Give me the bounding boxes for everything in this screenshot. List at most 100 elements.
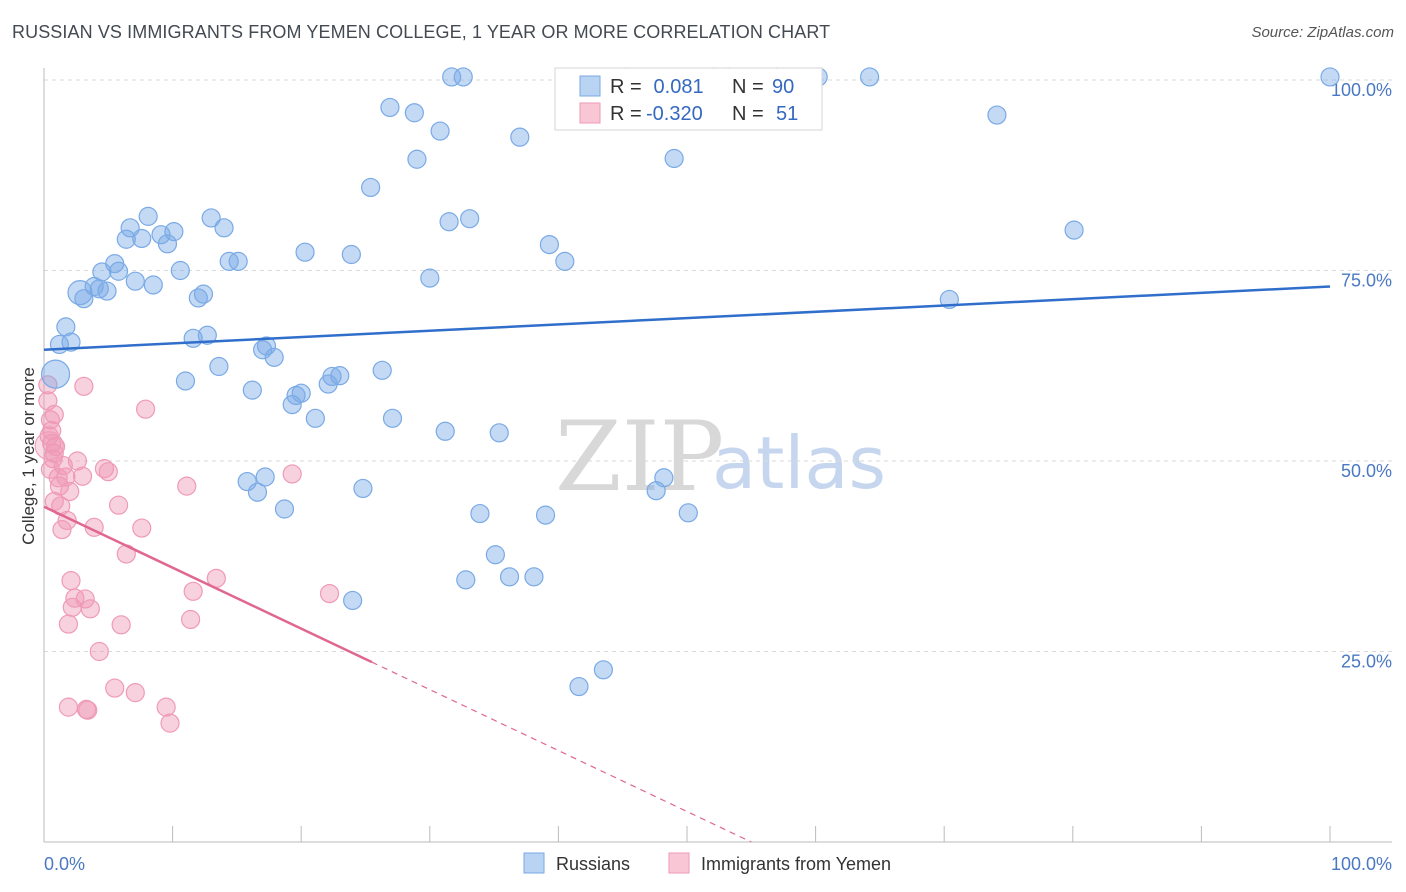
yemen-point-44 — [282, 464, 302, 484]
russians-point-51 — [407, 149, 427, 169]
russians-point-82 — [987, 105, 1007, 125]
russians-point-67 — [539, 234, 559, 255]
russians-point-59 — [460, 209, 480, 229]
trend-line-yemen — [43, 505, 373, 664]
russians-point-39 — [295, 242, 315, 262]
trend-lines — [43, 285, 1331, 843]
russians-point-14 — [125, 271, 145, 291]
legend-swatch-russians — [579, 75, 601, 97]
yemen-point-48 — [45, 436, 66, 457]
bottom-legend-label-yemen: Immigrants from Yemen — [701, 854, 891, 874]
yemen-point-16 — [58, 614, 79, 634]
source-label: Source: ZipAtlas.com — [1251, 24, 1394, 41]
y-tick-label-75: 75.0% — [1341, 271, 1392, 291]
watermark-zip: ZIP — [555, 401, 724, 513]
russians-point-68 — [555, 251, 575, 271]
russians-point-4 — [67, 279, 93, 306]
yemen-point-28 — [89, 641, 109, 662]
y-axis-label: College, 1 year or more — [19, 367, 38, 545]
russians-point-34 — [256, 336, 277, 356]
legend-n-value-yemen: 51 — [776, 103, 798, 125]
yemen-point-4 — [42, 420, 62, 441]
y-tick-label-100: 100.0% — [1331, 80, 1392, 100]
russians-point-16 — [138, 206, 158, 226]
yemen-point-41 — [181, 609, 201, 630]
russians-point-26 — [197, 325, 217, 345]
russians-point-44 — [341, 244, 361, 265]
yemen-point-47 — [40, 459, 61, 479]
russians-point-80 — [860, 67, 880, 87]
russians-point-83 — [1064, 220, 1084, 240]
russians-point-49 — [382, 408, 403, 428]
russians-point-19 — [157, 234, 178, 254]
yemen-point-38 — [156, 697, 176, 717]
series-russians-points — [40, 67, 1340, 697]
russians-point-70 — [593, 660, 614, 680]
yemen-point-19 — [65, 588, 85, 608]
russians-point-64 — [510, 127, 530, 147]
trend-line-yemen-extension — [371, 661, 752, 843]
yemen-point-21 — [72, 466, 93, 486]
russians-point-15 — [132, 228, 152, 249]
legend-r-label-yemen: R = — [610, 103, 642, 125]
russians-point-84 — [1320, 67, 1340, 87]
legend-n-label-yemen: N = — [732, 103, 764, 125]
yemen-point-37 — [135, 399, 156, 419]
russians-point-85 — [343, 590, 363, 611]
russians-point-21 — [170, 260, 190, 281]
y-tick-label-25: 25.0% — [1341, 652, 1392, 672]
yemen-point-6 — [44, 404, 64, 425]
russians-point-65 — [524, 567, 544, 587]
russians-point-40 — [305, 408, 325, 428]
legend-swatch-yemen — [579, 102, 601, 124]
russians-point-89 — [237, 471, 257, 492]
russians-point-9 — [97, 281, 117, 301]
yemen-point-46 — [39, 426, 59, 446]
yemen-point-49 — [53, 455, 73, 476]
yemen-point-50 — [60, 481, 80, 502]
trend-line-russians — [43, 285, 1331, 351]
russians-point-28 — [209, 356, 229, 377]
yemen-point-40 — [177, 476, 197, 496]
russians-point-12 — [116, 229, 136, 249]
yemen-point-22 — [74, 376, 94, 396]
legend-r-value-russians: 0.081 — [648, 76, 704, 98]
russians-point-52 — [420, 268, 440, 288]
russians-point-24 — [188, 288, 208, 308]
russians-point-1 — [56, 317, 76, 337]
russians-point-63 — [499, 567, 520, 587]
watermark-atlas: atlas — [712, 421, 886, 505]
russians-point-0 — [40, 359, 71, 389]
russians-point-57 — [453, 67, 473, 87]
russians-point-25 — [193, 284, 214, 304]
russians-point-58 — [456, 570, 476, 590]
russians-point-17 — [143, 275, 163, 295]
x-tick-label-min: 0.0% — [44, 854, 85, 874]
russians-point-54 — [435, 421, 455, 441]
bottom-legend-label-russians: Russians — [556, 854, 630, 874]
russians-point-7 — [89, 279, 109, 299]
russians-point-45 — [353, 478, 373, 499]
yemen-point-33 — [111, 615, 131, 635]
chart-title: RUSSIAN VS IMMIGRANTS FROM YEMEN COLLEGE… — [12, 22, 831, 42]
russians-point-87 — [274, 499, 295, 519]
russians-point-22 — [175, 371, 196, 391]
russians-point-60 — [470, 503, 490, 524]
russians-point-5 — [74, 289, 94, 309]
bottom-legend: Russians Immigrants from Yemen — [523, 852, 891, 874]
russians-point-47 — [372, 360, 392, 380]
yemen-point-13 — [56, 467, 76, 487]
russians-point-35 — [264, 347, 284, 367]
russians-point-73 — [654, 468, 674, 488]
russians-point-3 — [61, 332, 81, 352]
russians-point-74 — [664, 148, 684, 169]
yemen-point-25 — [78, 700, 98, 720]
russians-point-32 — [242, 380, 262, 400]
yemen-point-45 — [319, 583, 340, 604]
series-yemen-points — [34, 375, 340, 733]
russians-point-69 — [569, 676, 589, 697]
russians-point-86 — [255, 467, 275, 487]
russians-point-43 — [330, 366, 350, 386]
russians-point-11 — [108, 261, 129, 281]
